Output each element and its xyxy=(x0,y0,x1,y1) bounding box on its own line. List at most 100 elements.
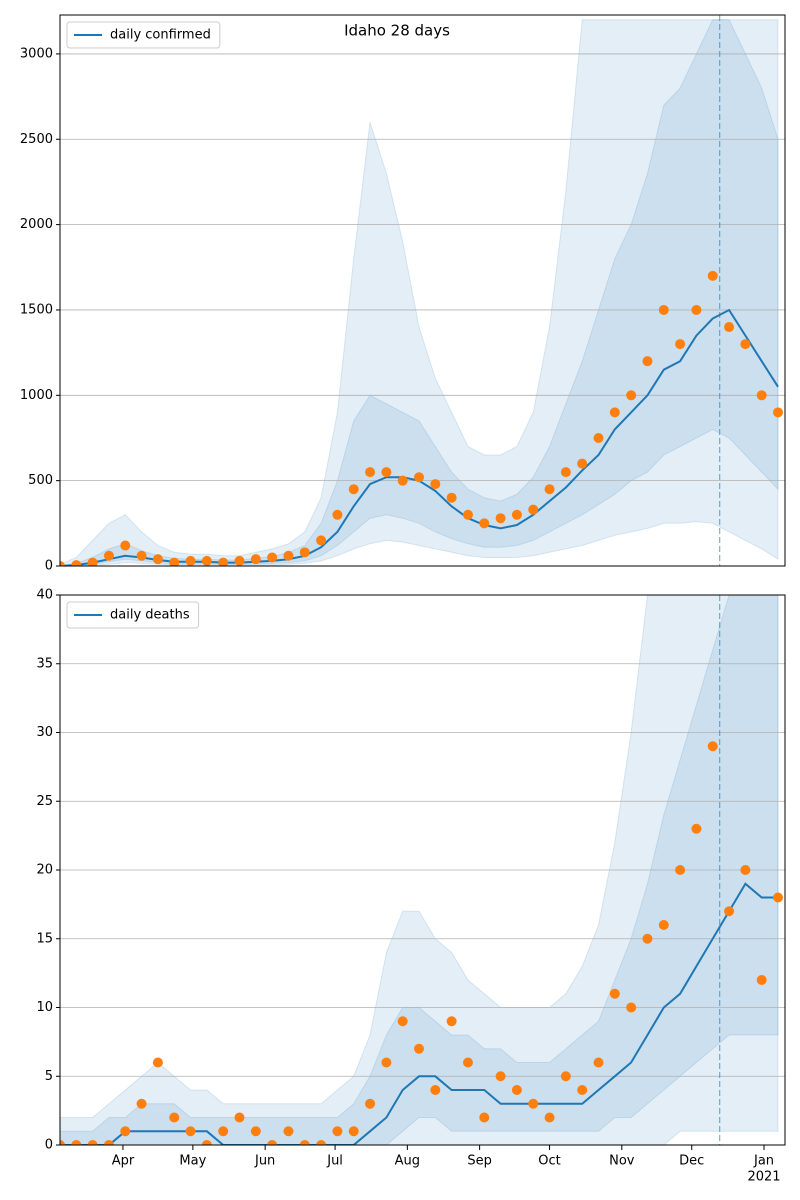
data-point xyxy=(560,467,571,478)
data-point xyxy=(675,339,686,350)
data-point xyxy=(414,472,425,483)
data-point xyxy=(218,557,229,566)
data-point xyxy=(642,356,653,367)
x-tick-label: Nov xyxy=(609,1154,635,1169)
y-tick-label: 10 xyxy=(36,1000,53,1015)
plot-area xyxy=(60,15,785,566)
data-point xyxy=(609,988,620,999)
data-point xyxy=(185,1126,196,1137)
legend-label: daily confirmed xyxy=(110,28,211,43)
data-point xyxy=(283,1126,294,1137)
data-point xyxy=(299,547,310,558)
data-point xyxy=(756,390,767,401)
data-point xyxy=(577,1085,588,1095)
data-point xyxy=(348,1126,359,1137)
data-point xyxy=(152,1057,163,1068)
x-tick-label: Oct xyxy=(538,1154,560,1169)
y-tick-label: 5 xyxy=(45,1069,53,1084)
data-point xyxy=(169,557,180,566)
legend: daily confirmed xyxy=(66,21,221,49)
plot-area xyxy=(60,595,785,1145)
data-point xyxy=(120,540,131,551)
y-tick-label: 2000 xyxy=(20,217,53,232)
x-tick-label: Jun xyxy=(254,1154,275,1169)
data-point xyxy=(773,407,784,418)
data-point xyxy=(479,518,490,529)
data-point xyxy=(414,1043,425,1054)
data-point xyxy=(430,479,441,490)
data-point xyxy=(707,270,718,281)
data-point xyxy=(332,509,343,520)
data-point xyxy=(446,1016,457,1027)
data-point xyxy=(316,1140,327,1145)
data-point xyxy=(675,865,686,875)
data-point xyxy=(528,504,539,515)
data-point xyxy=(691,823,702,834)
data-point xyxy=(511,1085,522,1095)
data-point xyxy=(332,1126,343,1137)
y-tick-label: 2500 xyxy=(20,132,53,147)
data-point xyxy=(544,484,555,495)
data-point xyxy=(626,390,637,401)
data-point xyxy=(365,1098,376,1109)
data-point xyxy=(299,1140,310,1145)
data-point xyxy=(528,1098,539,1109)
data-point xyxy=(430,1085,441,1095)
y-tick-label: 20 xyxy=(36,863,53,878)
data-point xyxy=(658,304,669,315)
data-point xyxy=(479,1112,490,1123)
data-point xyxy=(740,339,751,350)
data-point xyxy=(381,467,392,478)
axes-frame xyxy=(59,14,786,567)
data-point xyxy=(397,475,408,486)
data-point xyxy=(283,550,294,561)
data-point xyxy=(250,554,261,565)
y-tick-label: 35 xyxy=(36,656,53,671)
data-point xyxy=(495,1071,506,1082)
chart-title: Idaho 28 days xyxy=(344,22,450,40)
y-tick-label: 500 xyxy=(28,473,53,488)
data-point xyxy=(381,1057,392,1068)
data-point xyxy=(87,557,98,566)
data-point xyxy=(136,1098,147,1109)
data-point xyxy=(724,322,735,333)
uncertainty-band xyxy=(60,595,779,1145)
data-point xyxy=(250,1126,261,1137)
data-point xyxy=(234,1112,245,1123)
data-point xyxy=(60,561,65,566)
y-tick-label: 30 xyxy=(36,725,53,740)
uncertainty-band xyxy=(60,19,779,566)
data-point xyxy=(120,1126,131,1137)
data-point xyxy=(103,550,114,561)
uncertainty-band xyxy=(60,19,779,566)
data-point xyxy=(169,1112,180,1123)
data-point xyxy=(397,1016,408,1027)
data-point xyxy=(740,865,751,875)
data-point xyxy=(365,467,376,478)
data-point xyxy=(642,933,653,944)
data-point xyxy=(462,509,473,520)
data-point xyxy=(87,1140,98,1145)
x-tick-label: Sep xyxy=(467,1154,492,1169)
data-point xyxy=(103,1140,114,1145)
data-point xyxy=(707,741,718,752)
data-point xyxy=(658,920,669,930)
y-tick-label: 3000 xyxy=(20,46,53,61)
data-point xyxy=(544,1112,555,1123)
data-point xyxy=(626,1002,637,1013)
data-point xyxy=(724,906,735,917)
data-point xyxy=(446,492,457,503)
data-point xyxy=(348,484,359,495)
x-tick-label: May xyxy=(179,1154,206,1169)
y-tick-label: 15 xyxy=(36,931,53,946)
data-point xyxy=(316,535,327,546)
y-tick-label: 1500 xyxy=(20,302,53,317)
y-tick-label: 40 xyxy=(36,588,53,603)
x-tick-label: Apr xyxy=(112,1154,135,1169)
y-tick-label: 0 xyxy=(45,1138,53,1153)
data-point xyxy=(593,432,604,443)
data-point xyxy=(152,554,163,565)
data-point xyxy=(773,892,784,903)
data-point xyxy=(511,509,522,520)
